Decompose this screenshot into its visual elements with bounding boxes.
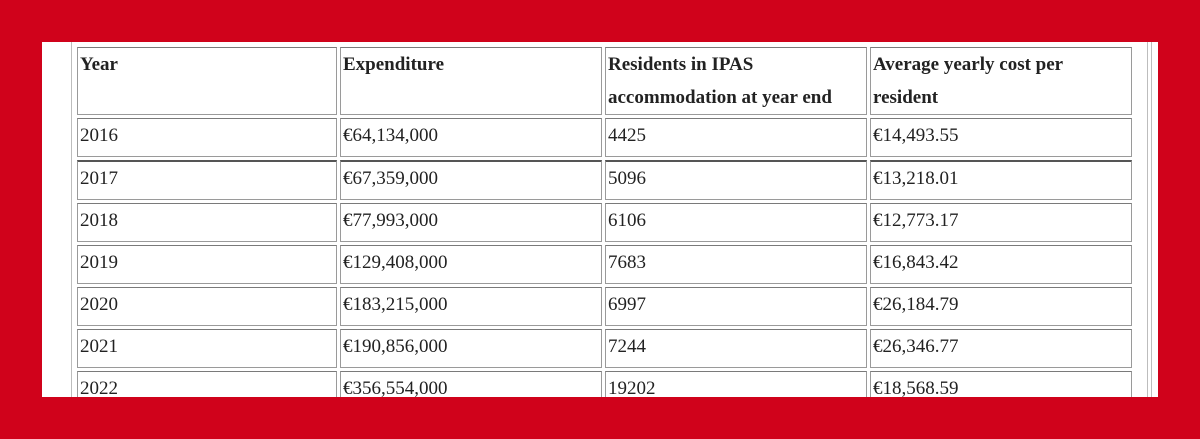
table-row: 2017 €67,359,000 5096 €13,218.01 bbox=[77, 160, 1132, 200]
year-cell: 2017 bbox=[77, 160, 337, 200]
residents-cell: 4425 bbox=[605, 118, 867, 157]
residents-cell: 6106 bbox=[605, 203, 867, 242]
average-cost-cell: €16,843.42 bbox=[870, 245, 1132, 284]
expenditure-cell: €77,993,000 bbox=[340, 203, 602, 242]
header-average-cost: Average yearly cost per resident bbox=[870, 47, 1132, 115]
table-row: 2021 €190,856,000 7244 €26,346.77 bbox=[77, 329, 1132, 368]
table-panel: Year Expenditure Residents in IPAS accom… bbox=[42, 42, 1158, 397]
residents-cell: 5096 bbox=[605, 160, 867, 200]
expenditure-cell: €67,359,000 bbox=[340, 160, 602, 200]
residents-cell: 6997 bbox=[605, 287, 867, 326]
expenditure-cell: €183,215,000 bbox=[340, 287, 602, 326]
right-border-line bbox=[1147, 42, 1148, 397]
table-header-row: Year Expenditure Residents in IPAS accom… bbox=[77, 47, 1132, 115]
table-row: 2018 €77,993,000 6106 €12,773.17 bbox=[77, 203, 1132, 242]
header-residents: Residents in IPAS accommodation at year … bbox=[605, 47, 867, 115]
right-border-line-outer bbox=[1151, 42, 1152, 397]
expenditure-cell: €64,134,000 bbox=[340, 118, 602, 157]
year-cell: 2021 bbox=[77, 329, 337, 368]
year-cell: 2022 bbox=[77, 371, 337, 397]
left-border-line bbox=[71, 42, 72, 397]
residents-cell: 7683 bbox=[605, 245, 867, 284]
average-cost-cell: €12,773.17 bbox=[870, 203, 1132, 242]
average-cost-cell: €14,493.55 bbox=[870, 118, 1132, 157]
average-cost-cell: €26,346.77 bbox=[870, 329, 1132, 368]
year-cell: 2018 bbox=[77, 203, 337, 242]
table-row: 2020 €183,215,000 6997 €26,184.79 bbox=[77, 287, 1132, 326]
year-cell: 2019 bbox=[77, 245, 337, 284]
table-row: 2016 €64,134,000 4425 €14,493.55 bbox=[77, 118, 1132, 157]
year-cell: 2016 bbox=[77, 118, 337, 157]
table-row: 2019 €129,408,000 7683 €16,843.42 bbox=[77, 245, 1132, 284]
average-cost-cell: €26,184.79 bbox=[870, 287, 1132, 326]
residents-cell: 7244 bbox=[605, 329, 867, 368]
expenditure-cell: €129,408,000 bbox=[340, 245, 602, 284]
average-cost-cell: €18,568.59 bbox=[870, 371, 1132, 397]
ipas-cost-table: Year Expenditure Residents in IPAS accom… bbox=[74, 44, 1135, 397]
average-cost-cell: €13,218.01 bbox=[870, 160, 1132, 200]
year-cell: 2020 bbox=[77, 287, 337, 326]
table-row: 2022 €356,554,000 19202 €18,568.59 bbox=[77, 371, 1132, 397]
expenditure-cell: €190,856,000 bbox=[340, 329, 602, 368]
residents-cell: 19202 bbox=[605, 371, 867, 397]
expenditure-cell: €356,554,000 bbox=[340, 371, 602, 397]
header-year: Year bbox=[77, 47, 337, 115]
header-expenditure: Expenditure bbox=[340, 47, 602, 115]
